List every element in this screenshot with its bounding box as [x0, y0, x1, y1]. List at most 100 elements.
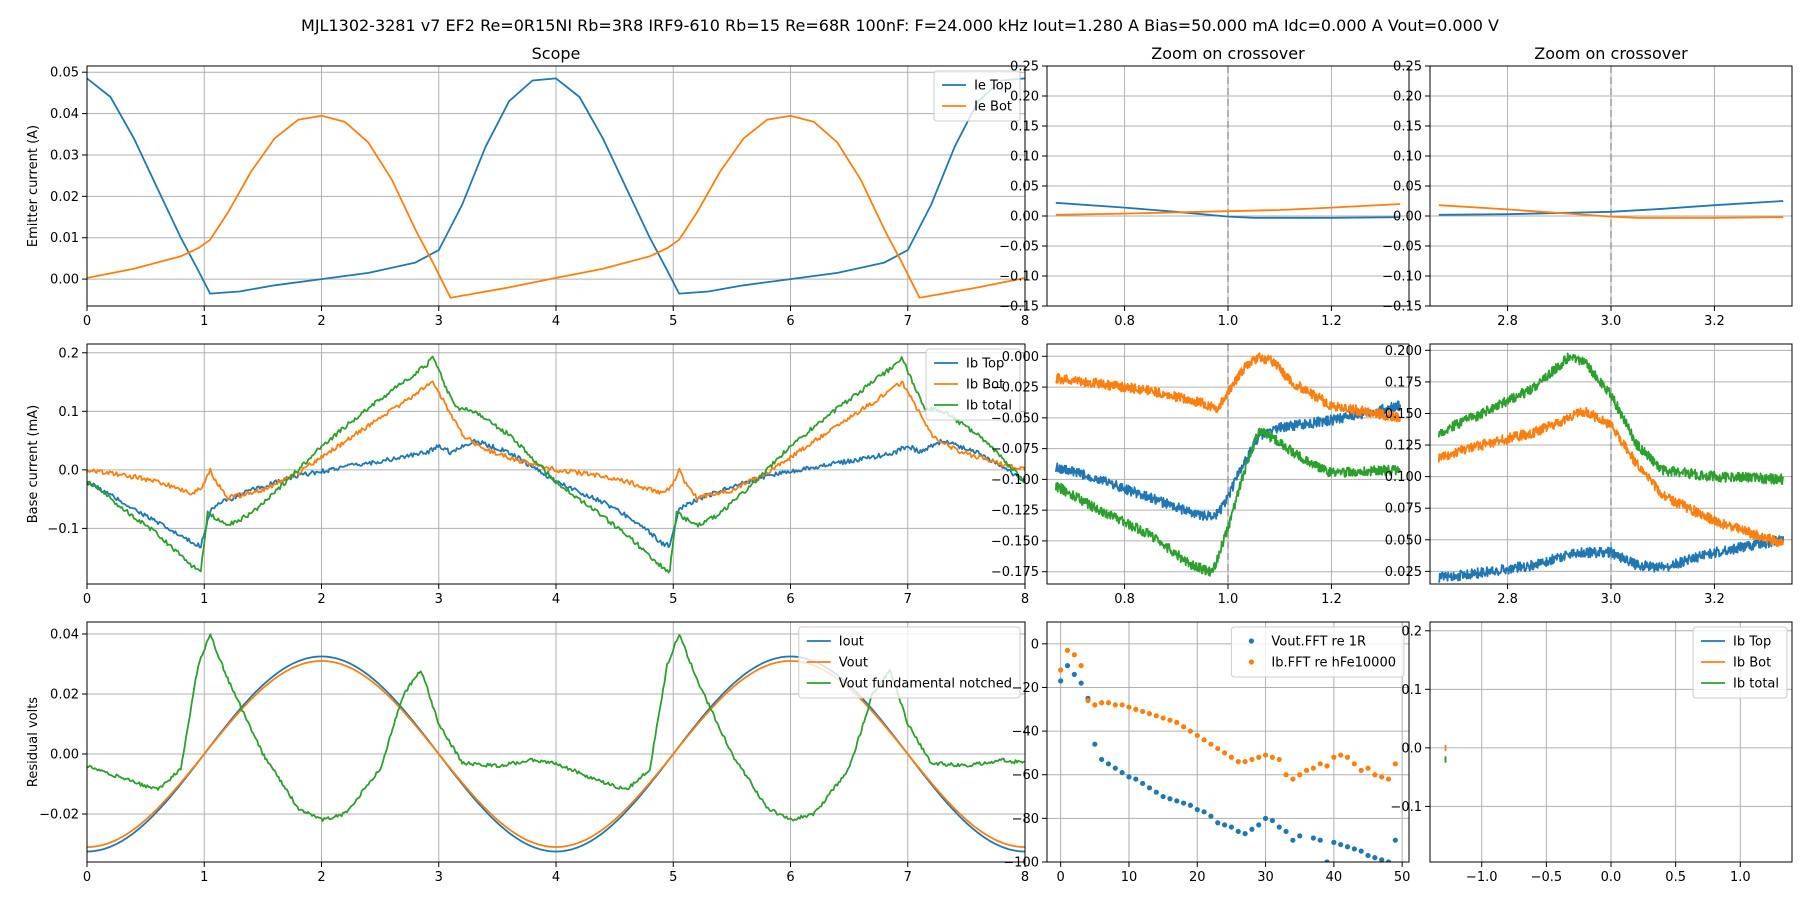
data-point [1344, 754, 1351, 760]
data-point [1290, 776, 1296, 782]
data-point [1140, 780, 1146, 787]
x-tick-label: 0.5 [1665, 870, 1686, 885]
data-point [1194, 807, 1200, 813]
data-point [1235, 759, 1241, 765]
data-point [1283, 772, 1289, 778]
data-point [1099, 700, 1105, 706]
x-tick-label: 0.8 [1114, 314, 1135, 329]
data-point [1092, 741, 1098, 747]
x-tick-label: 6 [786, 314, 794, 329]
legend: Ie Top Ie Bot [933, 70, 1021, 122]
data-point [1201, 737, 1207, 743]
data-point [1365, 765, 1371, 771]
y-tick-label: 0.00 [1010, 210, 1039, 225]
x-tick-label: 1 [200, 870, 208, 885]
data-point [1338, 752, 1344, 758]
series-line [87, 355, 1025, 574]
y-tick-label: −0.175 [991, 565, 1039, 580]
y-tick-label: 0.04 [50, 107, 79, 122]
legend-box [798, 626, 1021, 699]
data-point [1372, 772, 1378, 778]
y-tick-label: 0.03 [50, 148, 79, 163]
y-axis-label: Base current (mA) [26, 405, 41, 524]
y-tick-label: 0.075 [1385, 502, 1422, 517]
x-tick-label: 0 [83, 870, 91, 885]
y-tick-label: −0.1 [47, 522, 79, 537]
x-tick-label: 4 [552, 314, 560, 329]
y-tick-label: 0.04 [50, 628, 79, 643]
y-tick-label: −40 [1012, 725, 1039, 740]
x-tick-label: 3.0 [1601, 592, 1622, 607]
x-tick-label: 3 [435, 870, 443, 885]
x-tick-label: 1.0 [1218, 592, 1239, 607]
x-tick-label: 0 [83, 314, 91, 329]
legend-label: Iout [839, 635, 864, 650]
y-tick-label: 0.2 [58, 346, 79, 361]
x-tick-label: 7 [904, 314, 912, 329]
data-point [1242, 759, 1248, 765]
y-tick-label: 0.02 [50, 190, 79, 205]
y-tick-label: −80 [1012, 812, 1039, 827]
legend-label: Ie Bot [974, 100, 1012, 115]
y-tick-label: −0.075 [991, 442, 1039, 457]
x-tick-label: 2.8 [1497, 314, 1518, 329]
series-line [1054, 427, 1402, 577]
data-point [1146, 711, 1153, 717]
legend: Vout.FFT re 1R Ib.FFT re hFe10000 [1230, 626, 1405, 678]
data-point [1167, 717, 1173, 723]
y-tick-label: 0.10 [1393, 150, 1422, 165]
data-point [1317, 837, 1323, 843]
plot-title: Scope [532, 44, 581, 63]
y-tick-label: 0.02 [50, 688, 79, 703]
plot-area [1437, 352, 1785, 583]
x-tick-label: 0.0 [1601, 870, 1622, 885]
data-point [1146, 785, 1153, 791]
y-tick-label: −0.150 [991, 534, 1039, 549]
series-line [1438, 204, 1784, 219]
x-tick-label: 6 [786, 870, 794, 885]
legend-label: Ib Top [1733, 635, 1771, 650]
y-tick-label: 0.00 [50, 748, 79, 763]
y-tick-label: −0.125 [991, 504, 1039, 519]
data-point [1215, 745, 1221, 752]
data-point [1324, 859, 1330, 862]
y-tick-label: −0.05 [1382, 240, 1422, 255]
series-line [87, 633, 1025, 822]
y-tick-label: 0.100 [1385, 470, 1422, 485]
legend-box [1692, 626, 1788, 699]
x-tick-label: 7 [904, 592, 912, 607]
data-point [1187, 802, 1194, 808]
data-point [1126, 774, 1132, 780]
data-point [1331, 839, 1337, 845]
x-tick-label: 1.2 [1321, 592, 1342, 607]
data-point [1392, 837, 1398, 843]
plot-area [87, 355, 1025, 574]
x-tick-label: −0.5 [1531, 870, 1563, 885]
data-point [1297, 772, 1303, 778]
data-point [1235, 828, 1241, 835]
legend: Iout Vout Vout fundamental notched [798, 626, 1021, 699]
series-line [87, 380, 1025, 502]
legend-box [925, 348, 1021, 421]
y-tick-label: 0.15 [1010, 120, 1039, 135]
data-point [1181, 724, 1187, 730]
legend-label: Ib total [1733, 677, 1779, 692]
data-point [1092, 702, 1098, 708]
y-tick-label: 0.050 [1385, 533, 1422, 548]
y-tick-label: −0.10 [1382, 270, 1422, 285]
series-line [1055, 352, 1402, 423]
data-point [1256, 822, 1262, 828]
x-tick-label: 8 [1021, 592, 1029, 607]
y-tick-label: 0.01 [50, 231, 79, 246]
y-axis-label: Emitter current (A) [26, 125, 41, 247]
data-point [1208, 813, 1214, 819]
data-point [1099, 756, 1105, 763]
y-tick-label: −0.025 [991, 381, 1039, 396]
x-tick-label: 1.0 [1730, 870, 1751, 885]
data-point [1140, 708, 1146, 715]
data-point [1290, 837, 1296, 843]
plot-scope-residual: 0 1 2 3 4 5 6 7 8 −0.02 0.00 0.02 0.04 Residual volts… [26, 621, 1029, 885]
series-line [1438, 200, 1784, 216]
y-tick-label: −0.10 [999, 270, 1039, 285]
